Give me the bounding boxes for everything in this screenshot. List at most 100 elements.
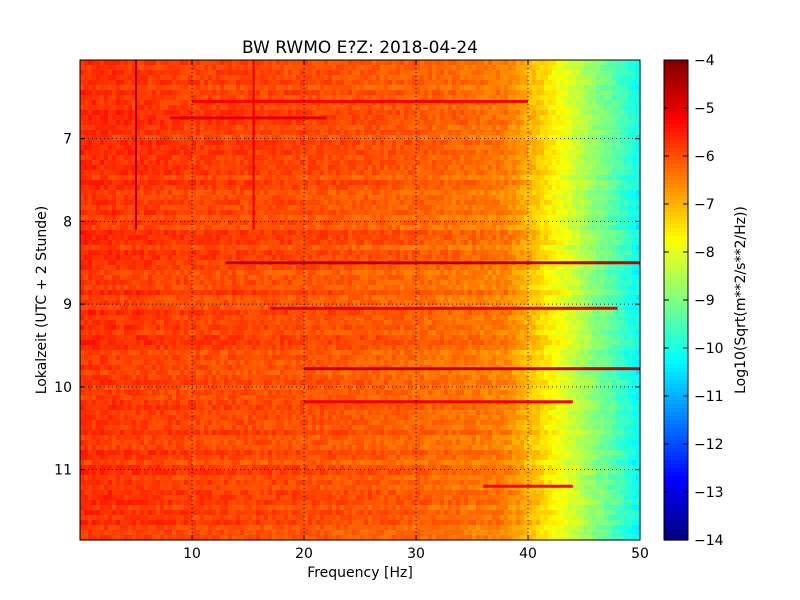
spectrogram-cell: [168, 180, 173, 186]
spectrogram-cell: [612, 100, 617, 106]
spectrogram-cell: [540, 220, 545, 226]
spectrogram-cell: [600, 150, 605, 156]
spectrogram-cell: [232, 135, 237, 141]
spectrogram-cell: [388, 90, 393, 96]
spectrogram-cell: [528, 185, 533, 191]
spectrogram-cell: [612, 200, 617, 206]
spectrogram-cell: [224, 65, 229, 71]
spectrogram-cell: [292, 170, 297, 176]
spectrogram-cell: [500, 165, 505, 171]
spectrogram-cell: [536, 65, 541, 71]
spectrogram-cell: [468, 220, 473, 226]
spectrogram-cell: [300, 170, 305, 176]
spectrogram-cell: [168, 195, 173, 201]
spectrogram-cell: [548, 115, 553, 121]
spectrogram-cell: [324, 205, 329, 211]
spectrogram-cell: [288, 200, 293, 206]
spectrogram-cell: [420, 200, 425, 206]
spectrogram-cell: [136, 90, 141, 96]
spectrogram-cell: [552, 155, 557, 161]
spectrogram-cell: [400, 220, 405, 226]
spectrogram-cell: [268, 150, 273, 156]
spectrogram-cell: [92, 185, 97, 191]
spectrogram-cell: [120, 165, 125, 171]
spectrogram-cell: [468, 115, 473, 121]
spectrogram-cell: [156, 165, 161, 171]
spectrogram-cell: [284, 85, 289, 91]
spectrogram-cell: [472, 115, 477, 121]
spectrogram-cell: [196, 195, 201, 201]
spectrogram-cell: [444, 230, 449, 236]
spectrogram-cell: [168, 170, 173, 176]
spectrogram-cell: [100, 220, 105, 226]
spectrogram-cell: [516, 155, 521, 161]
spectrogram-cell: [416, 190, 421, 196]
spectrogram-cell: [428, 190, 433, 196]
spectrogram-cell: [304, 125, 309, 131]
spectrogram-cell: [368, 60, 373, 66]
spectrogram-cell: [332, 75, 337, 81]
spectrogram-cell: [320, 205, 325, 211]
spectrogram-cell: [584, 175, 589, 181]
spectrogram-cell: [472, 170, 477, 176]
spectrogram-cell: [532, 60, 537, 66]
spectrogram-cell: [276, 210, 281, 216]
spectrogram-cell: [264, 110, 269, 116]
spectrogram-cell: [136, 65, 141, 71]
spectrogram-cell: [168, 135, 173, 141]
spectrogram-cell: [468, 230, 473, 236]
spectrogram-cell: [464, 150, 469, 156]
spectrogram-cell: [168, 225, 173, 231]
spectrogram-cell: [540, 100, 545, 106]
spectrogram-cell: [168, 70, 173, 76]
spectrogram-cell: [180, 205, 185, 211]
spectrogram-cell: [116, 215, 121, 221]
spectrogram-cell: [568, 65, 573, 71]
spectrogram-cell: [444, 160, 449, 166]
spectrogram-cell: [636, 160, 641, 166]
spectrogram-cell: [580, 180, 585, 186]
spectrogram-cell: [308, 200, 313, 206]
spectrogram-cell: [452, 180, 457, 186]
spectrogram-cell: [228, 190, 233, 196]
spectrogram-cell: [500, 140, 505, 146]
spectrogram-cell: [92, 220, 97, 226]
spectrogram-cell: [636, 175, 641, 181]
spectrogram-cell: [624, 175, 629, 181]
spectrogram-cell: [480, 210, 485, 216]
spectrogram-cell: [388, 175, 393, 181]
spectrogram-cell: [548, 220, 553, 226]
spectrogram-cell: [536, 70, 541, 76]
spectrogram-cell: [84, 100, 89, 106]
spectrogram-cell: [336, 155, 341, 161]
spectrogram-cell: [392, 205, 397, 211]
spectrogram-cell: [332, 145, 337, 151]
spectrogram-cell: [248, 220, 253, 226]
spectrogram-cell: [100, 80, 105, 86]
spectrogram-cell: [128, 145, 133, 151]
spectrogram-cell: [564, 70, 569, 76]
spectrogram-cell: [424, 165, 429, 171]
spectrogram-cell: [408, 210, 413, 216]
spectrogram-cell: [184, 180, 189, 186]
spectrogram-cell: [364, 215, 369, 221]
spectrogram-cell: [424, 180, 429, 186]
spectrogram-cell: [228, 175, 233, 181]
spectrogram-cell: [252, 230, 257, 236]
spectrogram-cell: [104, 60, 109, 66]
spectrogram-cell: [340, 215, 345, 221]
spectrogram-cell: [176, 180, 181, 186]
spectrogram-cell: [416, 170, 421, 176]
spectrogram-cell: [504, 65, 509, 71]
spectrogram-cell: [632, 190, 637, 196]
spectrogram-cell: [184, 75, 189, 81]
spectrogram-cell: [612, 105, 617, 111]
spectrogram-cell: [156, 185, 161, 191]
spectrogram-cell: [400, 185, 405, 191]
spectrogram-cell: [96, 80, 101, 86]
spectrogram-cell: [340, 105, 345, 111]
spectrogram-cell: [388, 205, 393, 211]
spectrogram-cell: [496, 110, 501, 116]
spectrogram-cell: [112, 200, 117, 206]
spectrogram-cell: [324, 170, 329, 176]
